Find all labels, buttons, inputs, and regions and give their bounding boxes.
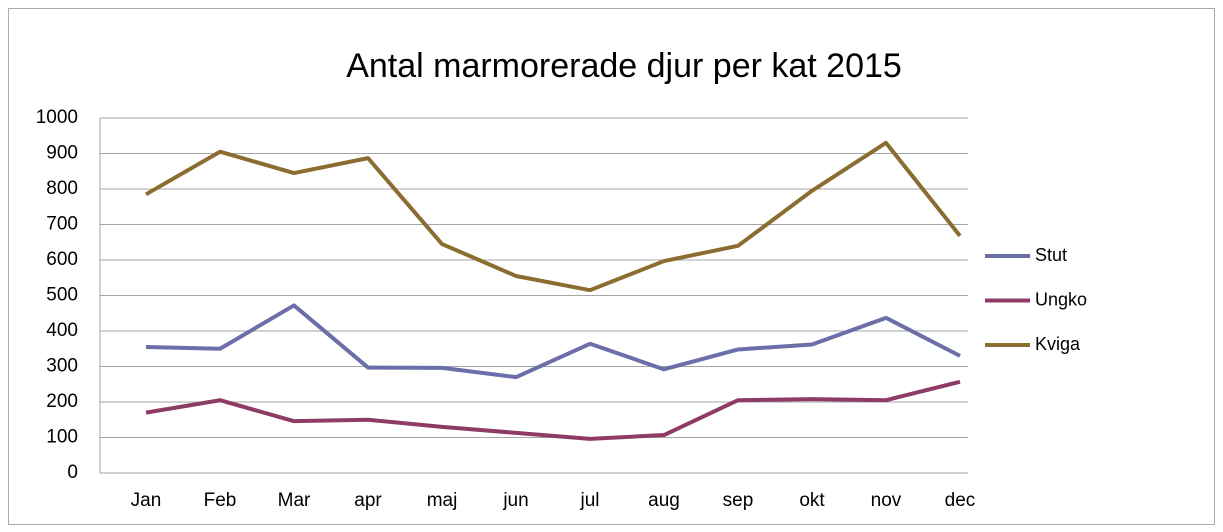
x-tick-label: okt: [799, 490, 825, 511]
series-line: [145, 303, 961, 380]
y-tick-label: 600: [46, 249, 78, 270]
x-tick-label: aug: [648, 490, 680, 511]
x-tick-label: jul: [579, 490, 599, 511]
y-tick-label: 700: [46, 214, 78, 235]
x-tick-label: apr: [354, 490, 382, 511]
chart-frame: [8, 8, 1215, 525]
x-tick-label: Mar: [278, 490, 311, 511]
y-tick-label: 400: [46, 320, 78, 341]
y-tick-label: 500: [46, 285, 78, 306]
legend-label: Ungko: [1035, 289, 1087, 309]
x-tick-label: Jan: [131, 490, 162, 511]
legend-label: Stut: [1035, 245, 1067, 265]
y-tick-label: 900: [46, 143, 78, 164]
y-tick-label: 1000: [36, 107, 78, 128]
y-tick-label: 200: [46, 391, 78, 412]
legend-label: Kviga: [1035, 334, 1081, 354]
series-line: [145, 140, 962, 293]
x-tick-label: maj: [427, 490, 458, 511]
x-tick-label: sep: [723, 490, 754, 511]
x-tick-label: nov: [871, 490, 902, 511]
y-tick-label: 800: [46, 178, 78, 199]
series-line: [145, 379, 961, 441]
x-tick-label: dec: [945, 490, 976, 511]
x-tick-label: Feb: [204, 490, 237, 511]
y-tick-label: 100: [46, 427, 78, 448]
x-tick-label: jun: [502, 490, 528, 511]
y-tick-label: 0: [67, 462, 78, 483]
chart-title: Antal marmorerade djur per kat 2015: [346, 47, 902, 85]
y-tick-label: 300: [46, 356, 78, 377]
